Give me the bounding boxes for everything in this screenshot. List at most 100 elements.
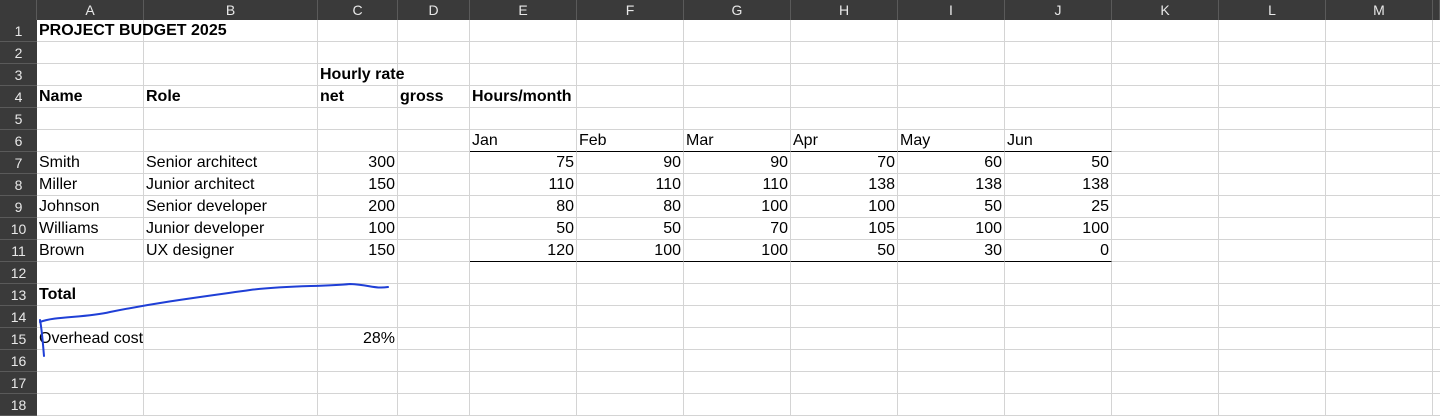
cell-m6[interactable] [1326,130,1433,152]
cell-j13[interactable] [1005,284,1112,306]
row-header-13[interactable]: 13 [0,284,37,306]
cell-filler[interactable] [1433,130,1440,152]
cell-c9[interactable]: 200 [318,196,398,218]
cell-j6[interactable]: Jun [1005,130,1112,152]
cell-l15[interactable] [1219,328,1326,350]
row-header-1[interactable]: 1 [0,20,37,42]
cell-g11[interactable]: 100 [684,240,791,262]
cell-b16[interactable] [144,350,318,372]
cell-filler[interactable] [1433,372,1440,394]
column-header-m[interactable]: M [1326,0,1433,20]
cell-b7[interactable]: Senior architect [144,152,318,174]
cell-filler[interactable] [1433,174,1440,196]
cell-e16[interactable] [470,350,577,372]
cell-f13[interactable] [577,284,684,306]
cell-a6[interactable] [37,130,144,152]
cell-a17[interactable] [37,372,144,394]
cell-c7[interactable]: 300 [318,152,398,174]
cell-g6[interactable]: Mar [684,130,791,152]
cell-m9[interactable] [1326,196,1433,218]
cell-k14[interactable] [1112,306,1219,328]
cell-g9[interactable]: 100 [684,196,791,218]
cell-f18[interactable] [577,394,684,416]
row-header-3[interactable]: 3 [0,64,37,86]
cell-g16[interactable] [684,350,791,372]
cell-j3[interactable] [1005,64,1112,86]
cell-filler[interactable] [1433,328,1440,350]
cell-i18[interactable] [898,394,1005,416]
cell-m11[interactable] [1326,240,1433,262]
cell-f8[interactable]: 110 [577,174,684,196]
cell-filler[interactable] [1433,20,1440,42]
cell-f1[interactable] [577,20,684,42]
cell-h8[interactable]: 138 [791,174,898,196]
cell-j5[interactable] [1005,108,1112,130]
cell-i5[interactable] [898,108,1005,130]
cell-f11[interactable]: 100 [577,240,684,262]
cell-k10[interactable] [1112,218,1219,240]
cell-j11[interactable]: 0 [1005,240,1112,262]
cell-i10[interactable]: 100 [898,218,1005,240]
row-header-18[interactable]: 18 [0,394,37,416]
row-header-16[interactable]: 16 [0,350,37,372]
cell-m12[interactable] [1326,262,1433,284]
cell-m7[interactable] [1326,152,1433,174]
cell-m18[interactable] [1326,394,1433,416]
cell-l2[interactable] [1219,42,1326,64]
cell-e13[interactable] [470,284,577,306]
cell-j12[interactable] [1005,262,1112,284]
cell-f7[interactable]: 90 [577,152,684,174]
cell-m8[interactable] [1326,174,1433,196]
cell-i17[interactable] [898,372,1005,394]
cell-k2[interactable] [1112,42,1219,64]
cell-m2[interactable] [1326,42,1433,64]
cell-g18[interactable] [684,394,791,416]
cell-g13[interactable] [684,284,791,306]
cell-m14[interactable] [1326,306,1433,328]
cell-d10[interactable] [398,218,470,240]
row-header-4[interactable]: 4 [0,86,37,108]
cell-k12[interactable] [1112,262,1219,284]
cell-l6[interactable] [1219,130,1326,152]
cell-j14[interactable] [1005,306,1112,328]
cell-j7[interactable]: 50 [1005,152,1112,174]
cell-m16[interactable] [1326,350,1433,372]
cell-filler[interactable] [1433,86,1440,108]
cell-b5[interactable] [144,108,318,130]
cell-h10[interactable]: 105 [791,218,898,240]
cell-k1[interactable] [1112,20,1219,42]
column-header-a[interactable]: A [37,0,144,20]
cell-i9[interactable]: 50 [898,196,1005,218]
cell-g3[interactable] [684,64,791,86]
cell-h2[interactable] [791,42,898,64]
cell-a12[interactable] [37,262,144,284]
cell-d8[interactable] [398,174,470,196]
cell-l1[interactable] [1219,20,1326,42]
row-header-10[interactable]: 10 [0,218,37,240]
cell-l7[interactable] [1219,152,1326,174]
cell-a16[interactable] [37,350,144,372]
cell-filler[interactable] [1433,394,1440,416]
cell-c8[interactable]: 150 [318,174,398,196]
cell-filler[interactable] [1433,64,1440,86]
cell-c4[interactable]: net [318,86,398,108]
column-header-f[interactable]: F [577,0,684,20]
cell-b13[interactable] [144,284,318,306]
cell-i6[interactable]: May [898,130,1005,152]
column-header-b[interactable]: B [144,0,318,20]
cell-j10[interactable]: 100 [1005,218,1112,240]
cell-m4[interactable] [1326,86,1433,108]
cell-c17[interactable] [318,372,398,394]
column-header-l[interactable]: L [1219,0,1326,20]
cell-f6[interactable]: Feb [577,130,684,152]
cell-f3[interactable] [577,64,684,86]
cell-d11[interactable] [398,240,470,262]
cell-k11[interactable] [1112,240,1219,262]
cell-e2[interactable] [470,42,577,64]
cell-a3[interactable] [37,64,144,86]
cell-h9[interactable]: 100 [791,196,898,218]
cell-e4[interactable]: Hours/month [470,86,577,108]
cell-a18[interactable] [37,394,144,416]
cell-d16[interactable] [398,350,470,372]
